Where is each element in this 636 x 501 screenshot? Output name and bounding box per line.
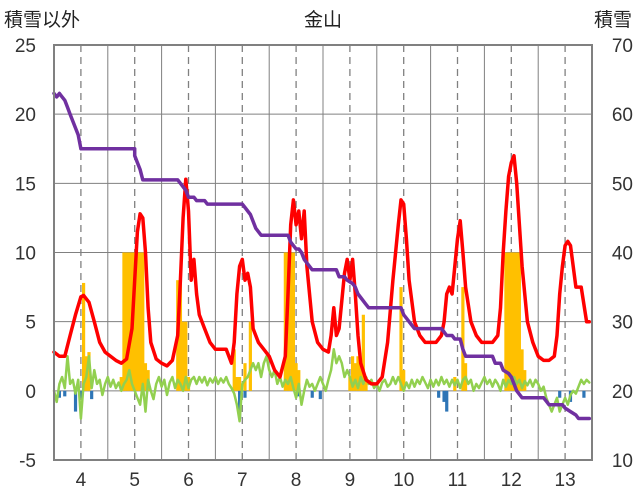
bar-3-8 [133, 252, 137, 391]
bar-4-12 [445, 390, 449, 412]
bar-4-3 [79, 390, 83, 398]
bar-3-37 [399, 287, 403, 391]
left-axis-ticks: -5 0 5 10 15 20 25 [15, 36, 36, 472]
x-tick-label-1: 5 [129, 470, 140, 491]
bar-4-8 [310, 390, 314, 398]
bar-4-0 [57, 390, 61, 398]
bar-4-4 [90, 390, 94, 400]
x-tick-label-8: 12 [501, 470, 522, 491]
chart-title: 金山 [304, 9, 342, 31]
bar-3-6 [127, 252, 131, 391]
right-axis-label: 積雪 [594, 9, 632, 31]
x-tick-label-7: 11 [448, 470, 468, 491]
bar-3-45 [512, 252, 516, 391]
x-tick-label-2: 6 [183, 470, 194, 491]
left-tick-label-1: 0 [25, 382, 36, 403]
bar-3-17 [184, 321, 188, 391]
left-axis-label: 積雪以外 [4, 9, 80, 31]
bar-3-28 [294, 363, 298, 391]
bar-3-15 [178, 280, 183, 391]
x-tick-label-6: 10 [393, 470, 414, 491]
bar-3-10 [138, 252, 142, 391]
bar-3-36 [364, 377, 368, 391]
right-tick-label-0: 10 [612, 451, 633, 472]
bar-4-15 [582, 390, 586, 398]
bar-3-11 [141, 252, 145, 391]
right-axis-ticks: 10 20 30 40 50 60 70 [612, 36, 633, 472]
bar-3-38 [402, 370, 406, 391]
bar-3-9 [135, 252, 139, 391]
grid [54, 45, 592, 460]
plot-frame [53, 44, 593, 461]
left-tick-label-4: 15 [15, 174, 36, 195]
x-tick-label-3: 7 [237, 470, 248, 491]
bar-3-26 [289, 252, 293, 391]
series-line-2 [52, 91, 592, 421]
bar-4-10 [437, 390, 441, 398]
bar-3-47 [517, 252, 521, 391]
bar-3-16 [181, 321, 185, 391]
bar-3-23 [248, 321, 252, 391]
bar-3-19 [232, 349, 236, 391]
series-line-1 [52, 348, 591, 423]
x-tick-label-9: 13 [555, 470, 576, 491]
line-series [52, 91, 592, 423]
bar-4-11 [442, 390, 446, 402]
bar-4-7 [297, 390, 301, 397]
right-tick-label-3: 40 [612, 244, 633, 265]
right-tick-label-2: 30 [612, 313, 633, 334]
bar-4-6 [243, 390, 247, 398]
x-tick-label-5: 9 [345, 470, 356, 491]
x-tick-label-4: 8 [291, 470, 302, 491]
x-axis-ticks: 4 5 6 7 8 9 10 11 12 13 [76, 470, 576, 491]
bar-3-30 [348, 377, 352, 391]
bar-3-5 [125, 252, 129, 391]
series-line-0 [52, 153, 592, 386]
bar-3-46 [515, 252, 519, 391]
bar-3-0 [81, 282, 86, 391]
left-tick-label-6: 25 [15, 36, 36, 57]
bar-3-43 [507, 252, 511, 391]
bar-3-32 [353, 363, 357, 391]
left-tick-label-2: 5 [25, 313, 36, 334]
bar-3-42 [504, 252, 508, 391]
right-tick-label-6: 70 [612, 36, 633, 57]
bar-3-3 [119, 377, 123, 391]
bar-3-33 [356, 356, 360, 391]
left-tick-label-0: -5 [19, 451, 36, 472]
bar-4-13 [558, 390, 562, 398]
bar-3-40 [461, 287, 465, 391]
bar-3-44 [509, 252, 513, 391]
bar-4-1 [63, 390, 67, 397]
x-tick-label-0: 4 [76, 470, 87, 491]
bar-3-48 [520, 349, 524, 391]
bar-3-27 [291, 252, 296, 391]
bar-3-4 [122, 252, 126, 391]
left-tick-label-5: 20 [15, 105, 36, 126]
bar-4-9 [318, 390, 322, 400]
bar-3-29 [297, 370, 301, 391]
bar-3-21 [238, 377, 242, 391]
bar-3-31 [350, 356, 355, 391]
right-tick-label-5: 60 [612, 105, 633, 126]
bar-3-35 [361, 314, 365, 391]
right-tick-label-4: 50 [612, 174, 633, 195]
bar-3-20 [235, 377, 239, 391]
bar-4-2 [73, 390, 78, 412]
bar-3-12 [143, 363, 148, 391]
left-tick-label-3: 10 [15, 244, 36, 265]
bar-3-22 [243, 363, 247, 391]
bar-3-2 [87, 352, 91, 391]
right-tick-label-1: 20 [612, 382, 633, 403]
